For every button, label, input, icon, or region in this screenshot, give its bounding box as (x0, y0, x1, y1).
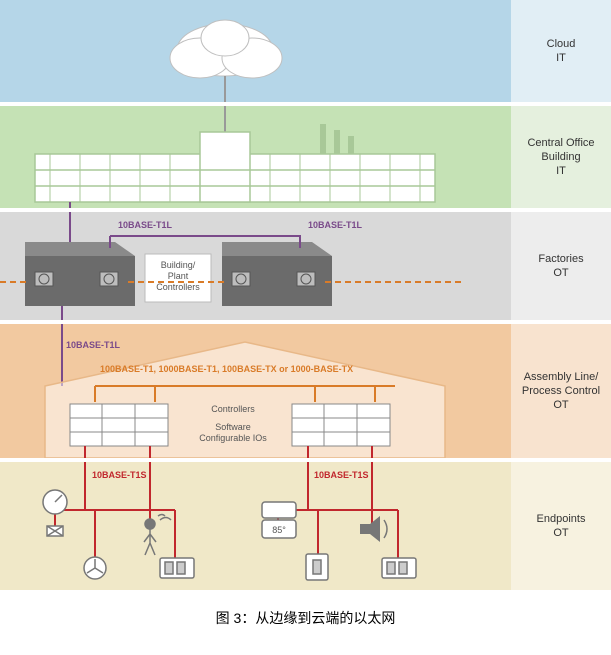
figure-caption: 图 3：从边缘到云端的以太网 (0, 590, 611, 636)
layer-label-factory: Factories OT (511, 212, 611, 320)
building-plant-controllers-label: Building/ Plant Controllers (145, 260, 211, 292)
temp-readout: 85° (272, 525, 286, 535)
proto-10base-t1l-2: 10BASE-T1L (308, 220, 362, 230)
layer-label-endpoint: Endpoints OT (511, 462, 611, 590)
layer-endpoint: 85° 10BASE-T1S 10BASE-T1S Endpoints OT (0, 462, 611, 590)
layer-office: Central Office Building IT (0, 106, 611, 208)
proto-10base-t1s-right: 10BASE-T1S (314, 470, 369, 480)
endpoint-graphic: 85° (0, 462, 511, 590)
layer-assembly: 10BASE-T1L 100BASE-T1, 1000BASE-T1, 100B… (0, 324, 611, 458)
proto-asm-bus: 100BASE-T1, 1000BASE-T1, 100BASE-TX or 1… (100, 364, 353, 374)
figure-container: Cloud IT (0, 0, 611, 636)
proto-10base-t1l-1: 10BASE-T1L (118, 220, 172, 230)
proto-10base-t1s-left: 10BASE-T1S (92, 470, 147, 480)
layer-label-assembly: Assembly Line/ Process Control OT (511, 324, 611, 458)
factory-graphic (0, 212, 511, 320)
swio-label: Software Configurable IOs (184, 422, 282, 444)
controllers-label: Controllers (184, 404, 282, 415)
office-graphic (0, 106, 511, 208)
cloud-graphic (0, 0, 511, 102)
proto-10base-t1l-side: 10BASE-T1L (66, 340, 120, 350)
layer-label-office: Central Office Building IT (511, 106, 611, 208)
layer-cloud: Cloud IT (0, 0, 611, 102)
layer-label-cloud: Cloud IT (511, 0, 611, 102)
layer-factory: 10BASE-T1L 10BASE-T1L Building/ Plant Co… (0, 212, 611, 320)
